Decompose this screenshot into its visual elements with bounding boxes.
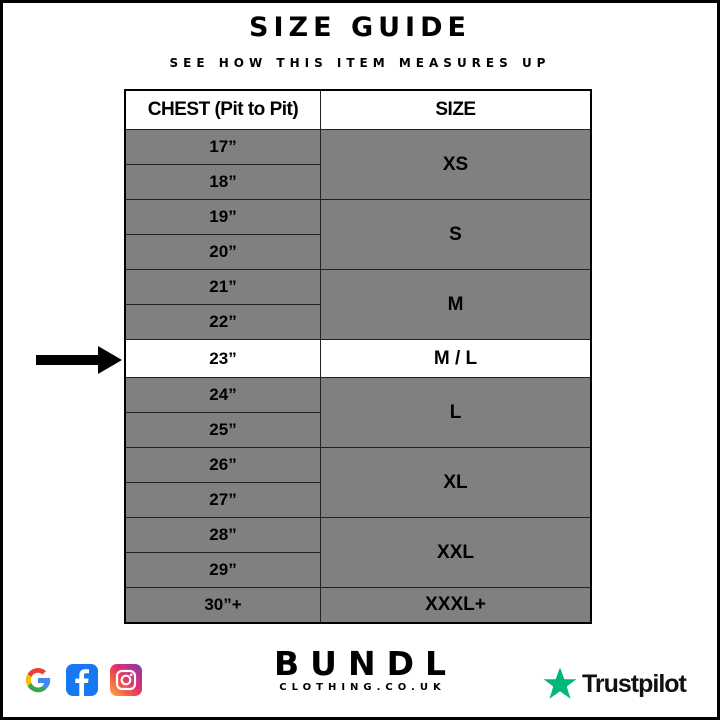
table-row: 20” xyxy=(124,234,591,270)
chest-cell: 27” xyxy=(124,482,321,518)
social-icons xyxy=(22,664,142,696)
chest-cell: 23” xyxy=(124,339,321,378)
table-row: 17” XS xyxy=(124,129,592,200)
page-subtitle: SEE HOW THIS ITEM MEASURES UP xyxy=(169,56,551,70)
chest-cell: 26” xyxy=(124,447,321,483)
size-cell: XL xyxy=(320,447,592,518)
brand-name: BUNDL xyxy=(274,644,457,683)
size-table: CHEST (Pit to Pit) SIZE 17” XS 18” 19” S 20” 2… xyxy=(124,89,592,624)
size-cell: XS xyxy=(320,129,592,200)
table-row: 24” L xyxy=(124,377,592,448)
column-header-size: SIZE xyxy=(320,89,592,130)
table-row: 25” xyxy=(124,412,591,448)
page-title: SIZE GUIDE xyxy=(249,12,471,43)
trustpilot-label: Trustpilot xyxy=(582,669,687,698)
google-icon[interactable] xyxy=(22,664,54,696)
size-cell: XXL xyxy=(320,517,592,588)
chest-cell: 19” xyxy=(124,199,321,235)
size-cell: S xyxy=(320,199,592,270)
size-cell: XXXL+ xyxy=(320,587,592,624)
table-row: 22” xyxy=(124,304,591,340)
facebook-icon[interactable] xyxy=(66,664,98,696)
chest-cell: 24” xyxy=(124,377,321,413)
table-row: 21” M xyxy=(124,269,592,340)
chest-cell: 20” xyxy=(124,234,321,270)
table-row: 30”+ XXXL+ xyxy=(124,587,592,624)
size-cell: M / L xyxy=(320,339,592,378)
instagram-icon[interactable] xyxy=(110,664,142,696)
chest-cell: 22” xyxy=(124,304,321,340)
trustpilot-logo[interactable]: Trustpilot xyxy=(542,666,687,702)
arrow-right-icon xyxy=(36,346,122,374)
chest-cell: 21” xyxy=(124,269,321,305)
size-cell: M xyxy=(320,269,592,340)
size-cell: L xyxy=(320,377,592,448)
chest-cell: 28” xyxy=(124,517,321,553)
table-row: 19” S xyxy=(124,199,592,270)
chest-cell: 25” xyxy=(124,412,321,448)
table-row: 23” M / L xyxy=(124,339,592,378)
brand-logo: BUNDL CLOTHING.CO.UK xyxy=(0,644,720,694)
chest-cell: 29” xyxy=(124,552,321,588)
star-icon xyxy=(543,667,577,699)
chest-cell: 30”+ xyxy=(124,587,321,624)
brand-domain: CLOTHING.CO.UK xyxy=(279,682,446,693)
table-row: 26” XL xyxy=(124,447,592,518)
chest-cell: 17” xyxy=(124,129,321,165)
table-row: 27” xyxy=(124,482,591,518)
table-row: 29” xyxy=(124,552,591,588)
table-row: 28” XXL xyxy=(124,517,592,588)
chest-cell: 18” xyxy=(124,164,321,200)
column-header-chest: CHEST (Pit to Pit) xyxy=(124,89,321,130)
